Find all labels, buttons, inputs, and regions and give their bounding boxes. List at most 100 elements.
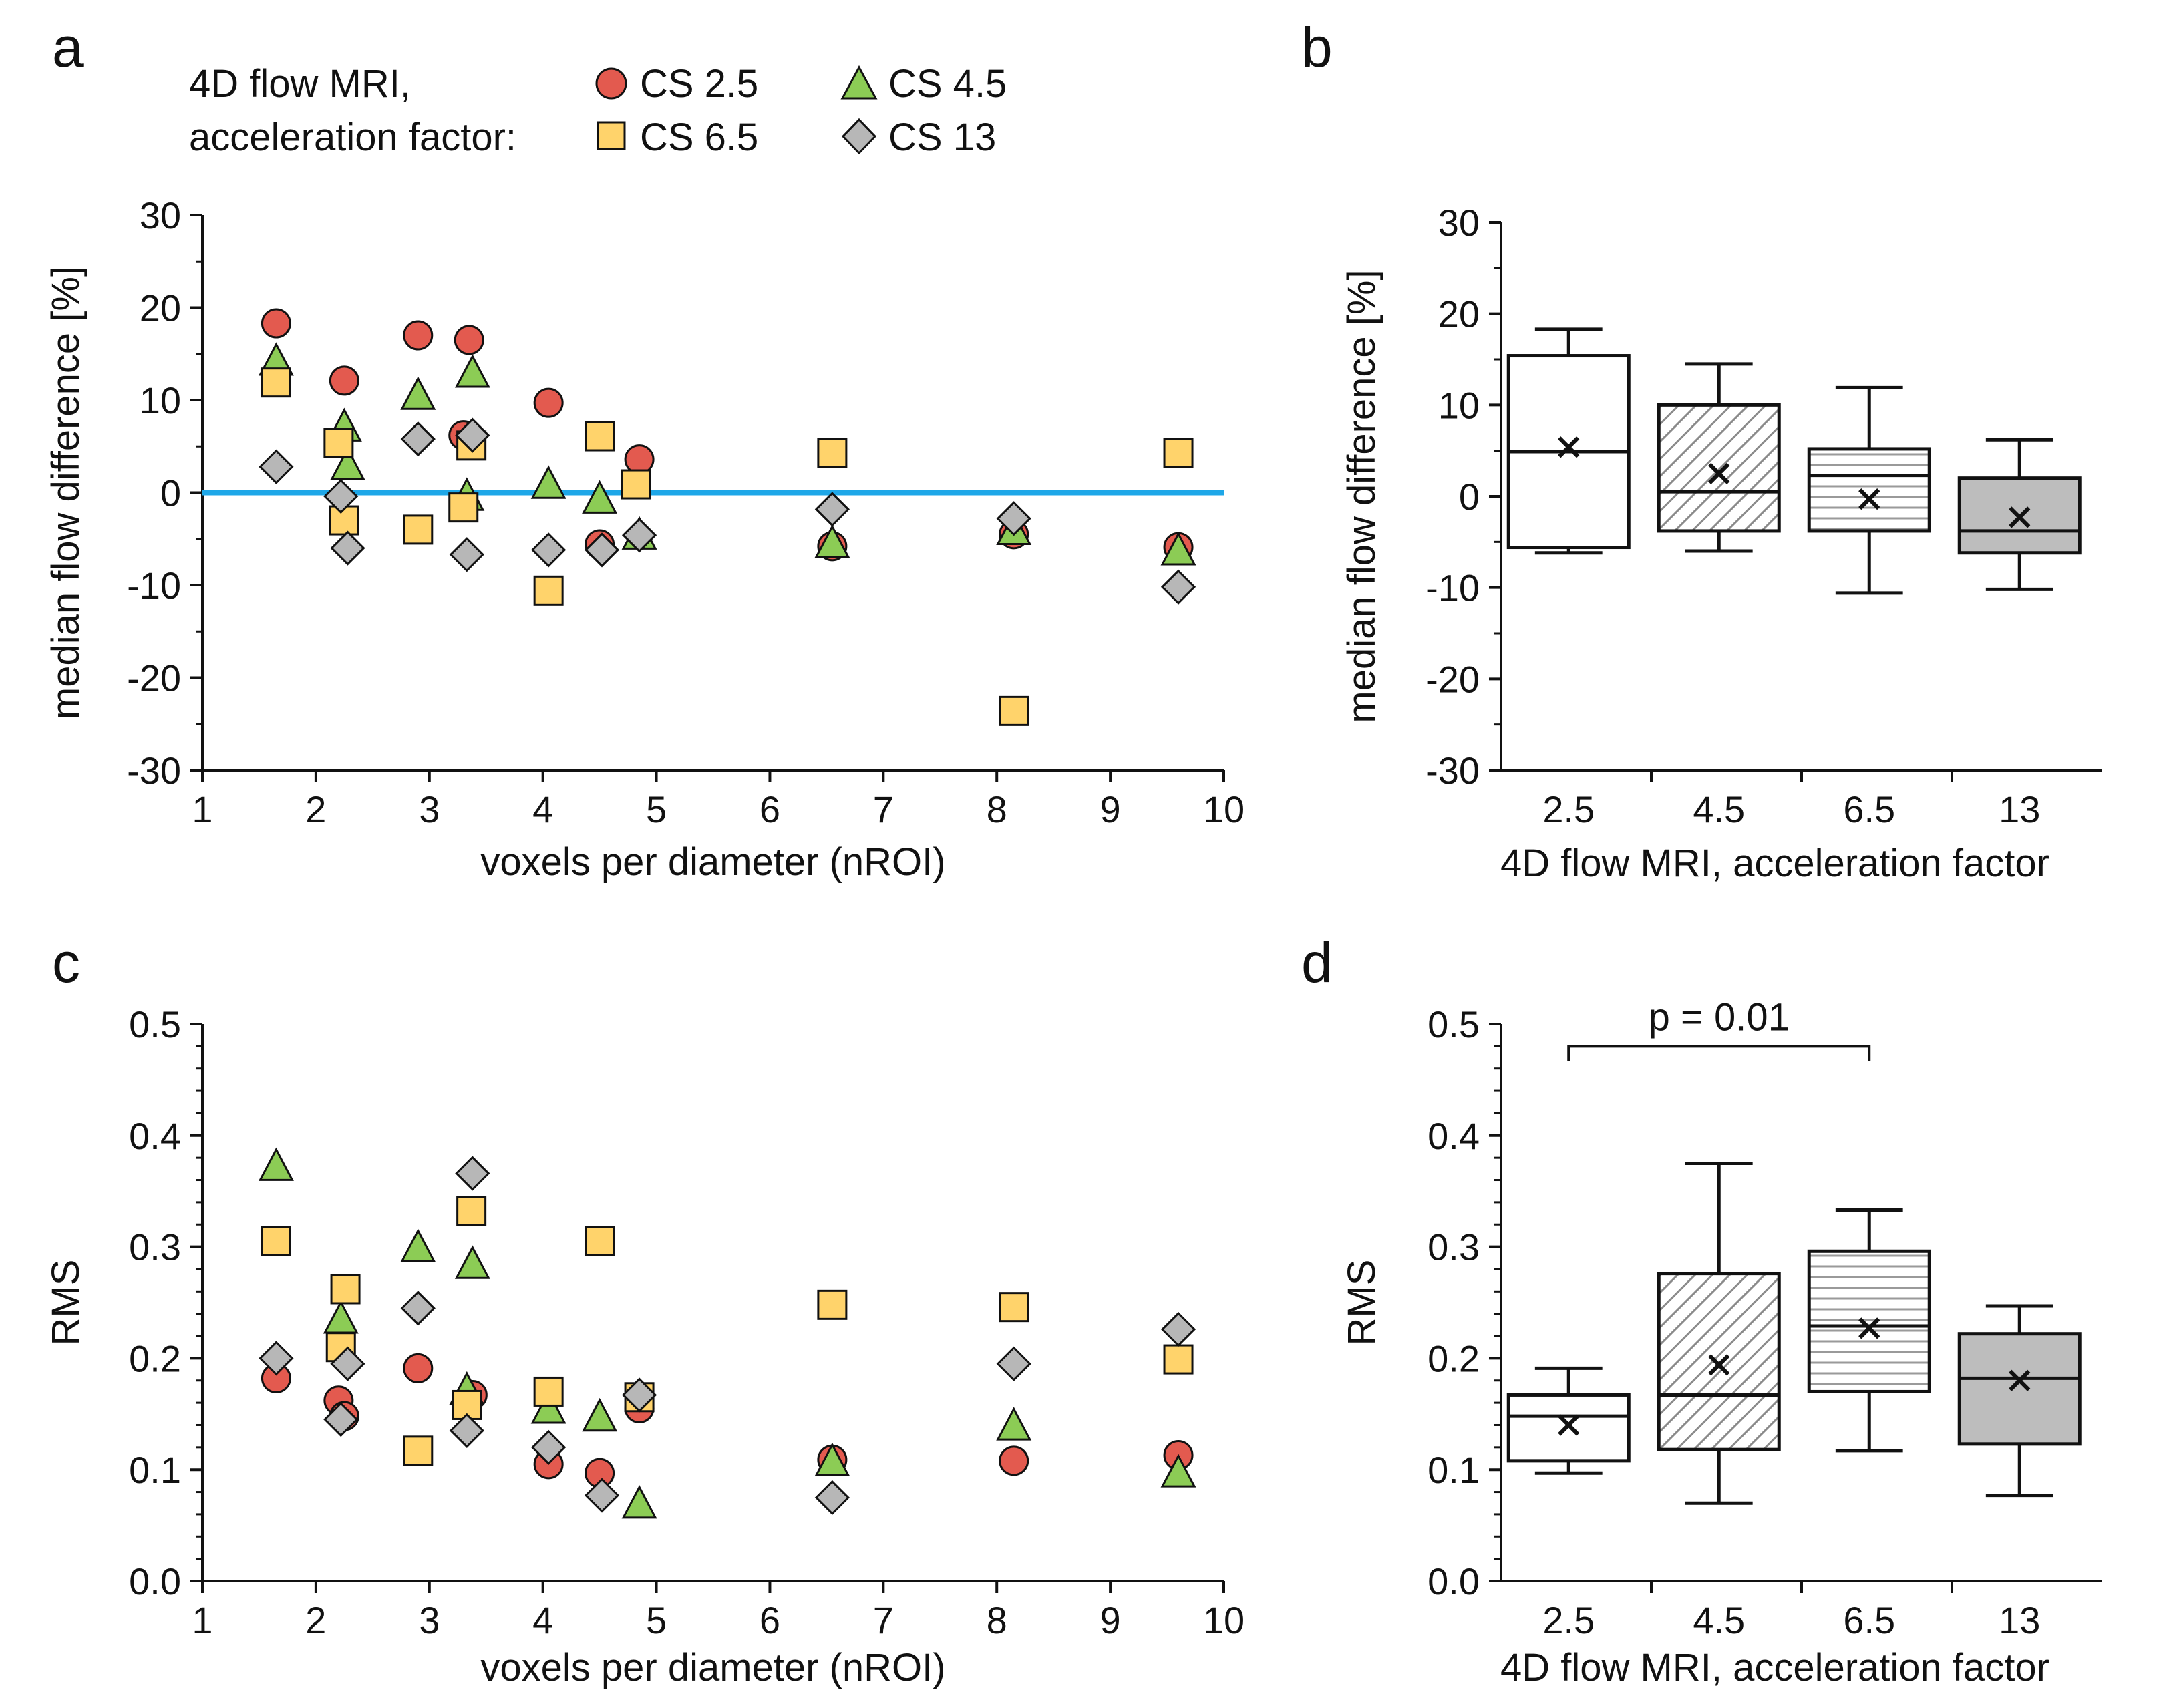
box-13 bbox=[1957, 438, 2082, 591]
legend-entry-cs65: CS 6.5 bbox=[597, 116, 758, 159]
x-tick-label: 13 bbox=[1999, 788, 2040, 830]
data-point-cs65 bbox=[585, 1226, 615, 1256]
x-tick-label: 10 bbox=[1203, 788, 1245, 830]
x-tick-label: 6.5 bbox=[1843, 788, 1895, 830]
box-4.5 bbox=[1657, 1162, 1781, 1505]
y-tick-label: 0.3 bbox=[129, 1226, 181, 1268]
mean-marker bbox=[1708, 1354, 1730, 1376]
legend-marker-square bbox=[597, 121, 626, 150]
x-tick-label: 4 bbox=[532, 1599, 553, 1641]
data-point-cs13 bbox=[330, 1346, 365, 1381]
y-tick-label: -30 bbox=[127, 749, 181, 792]
legend: 4D flow MRI, acceleration factor: CS 2.5… bbox=[189, 62, 1007, 159]
data-point-cs65 bbox=[817, 438, 848, 468]
data-point-cs25 bbox=[999, 1445, 1029, 1476]
data-point-cs65 bbox=[329, 505, 359, 536]
data-point-cs45 bbox=[454, 354, 490, 388]
y-axis-label: median flow difference [%] bbox=[1340, 269, 1383, 723]
x-tick-label: 4.5 bbox=[1693, 1599, 1745, 1641]
data-point-cs13 bbox=[400, 421, 436, 457]
box-2.5 bbox=[1506, 1366, 1631, 1475]
x-tick-label: 9 bbox=[1100, 788, 1121, 830]
data-point-cs13 bbox=[323, 1402, 359, 1437]
x-tick-label: 4.5 bbox=[1693, 788, 1745, 830]
data-point-cs25 bbox=[624, 444, 655, 475]
data-point-cs65 bbox=[1163, 438, 1194, 468]
y-tick-label: -10 bbox=[127, 564, 181, 607]
data-point-cs13 bbox=[449, 537, 484, 572]
data-point-cs65 bbox=[403, 1435, 434, 1466]
x-tick-label: 8 bbox=[987, 788, 1007, 830]
data-point-cs45 bbox=[814, 1442, 850, 1476]
data-point-cs45 bbox=[323, 1300, 359, 1334]
data-point-cs13 bbox=[455, 1156, 490, 1191]
data-point-cs13 bbox=[996, 1346, 1031, 1381]
panel-label-d: d bbox=[1301, 931, 1333, 994]
x-tick-label: 9 bbox=[1100, 1599, 1121, 1641]
y-axis-label: RMS bbox=[44, 1260, 88, 1346]
y-tick-label: 0.4 bbox=[129, 1115, 181, 1157]
data-point-cs65 bbox=[533, 1376, 564, 1407]
data-point-cs13 bbox=[449, 1413, 484, 1448]
data-point-cs13 bbox=[814, 1480, 850, 1516]
box-iqr bbox=[1657, 1272, 1781, 1451]
data-point-cs13 bbox=[330, 530, 365, 566]
mean-marker bbox=[2009, 1369, 2031, 1391]
mean-marker bbox=[1558, 436, 1580, 458]
legend-title-line2: acceleration factor: bbox=[189, 116, 516, 159]
data-point-cs13 bbox=[531, 1429, 566, 1465]
y-tick-label: 10 bbox=[140, 379, 181, 421]
panel-a-scatter: -30 -20 -10 0 10 20 30 median flow difference [… bbox=[44, 194, 1245, 884]
y-tick-label: 0.3 bbox=[1428, 1226, 1480, 1268]
x-axis-label: voxels per diameter (nROI) bbox=[480, 1646, 945, 1689]
y-tick-label: -30 bbox=[1426, 749, 1480, 792]
data-point-cs25 bbox=[454, 325, 484, 355]
x-axis-label: 4D flow MRI, acceleration factor bbox=[1500, 842, 2049, 885]
mean-marker bbox=[1858, 488, 1880, 510]
data-point-cs45 bbox=[814, 524, 850, 558]
data-point-cs65 bbox=[533, 575, 564, 606]
y-tick-label: 20 bbox=[1438, 293, 1480, 335]
box-iqr bbox=[1807, 447, 1931, 533]
data-point-cs65 bbox=[456, 1196, 487, 1226]
y-axis-label: median flow difference [%] bbox=[44, 266, 88, 719]
panel-label-b: b bbox=[1301, 16, 1333, 79]
panel-label-a: a bbox=[52, 16, 84, 79]
data-point-cs65 bbox=[817, 1289, 848, 1320]
legend-label-cs25: CS 2.5 bbox=[640, 62, 758, 106]
legend-label-cs65: CS 6.5 bbox=[640, 116, 758, 159]
y-tick-label: 10 bbox=[1438, 384, 1480, 426]
x-tick-label: 8 bbox=[987, 1599, 1007, 1641]
y-tick-label: -20 bbox=[1426, 658, 1480, 700]
panel-d-boxplot: 0.0 0.1 0.2 0.3 0.4 0.5 RMS 2.5 4.5 6.5 13 4D flow … bbox=[1340, 995, 2102, 1689]
box-6.5 bbox=[1807, 385, 1931, 595]
box-6.5 bbox=[1807, 1208, 1931, 1453]
data-point-cs45 bbox=[582, 480, 618, 514]
data-point-cs65 bbox=[323, 428, 354, 458]
data-point-cs13 bbox=[455, 417, 490, 453]
box-iqr bbox=[1957, 1332, 2082, 1446]
legend-marker-triangle bbox=[840, 65, 878, 100]
x-tick-label: 1 bbox=[192, 788, 212, 830]
y-tick-label: 0.2 bbox=[129, 1337, 181, 1379]
data-point-cs65 bbox=[261, 1226, 291, 1256]
data-point-cs25 bbox=[403, 320, 434, 351]
mean-marker bbox=[1858, 1317, 1880, 1339]
y-tick-label: -10 bbox=[1426, 567, 1480, 609]
y-tick-label: 0.1 bbox=[1428, 1449, 1480, 1491]
y-tick-label: 30 bbox=[140, 194, 181, 236]
x-tick-label: 1 bbox=[192, 1599, 212, 1641]
legend-entry-cs25: CS 2.5 bbox=[595, 62, 758, 106]
x-tick-label: 5 bbox=[646, 788, 667, 830]
data-point-cs45 bbox=[621, 1485, 657, 1519]
box-2.5 bbox=[1506, 327, 1631, 555]
x-tick-label: 3 bbox=[419, 788, 440, 830]
y-tick-label: 0.5 bbox=[129, 1003, 181, 1045]
data-point-cs65 bbox=[1163, 1344, 1194, 1375]
data-point-cs45 bbox=[530, 1390, 566, 1424]
data-point-cs25 bbox=[329, 365, 359, 396]
data-point-cs13 bbox=[531, 532, 566, 568]
data-point-cs45 bbox=[258, 1147, 294, 1181]
data-point-cs13 bbox=[814, 492, 850, 527]
data-point-cs65 bbox=[448, 492, 479, 523]
